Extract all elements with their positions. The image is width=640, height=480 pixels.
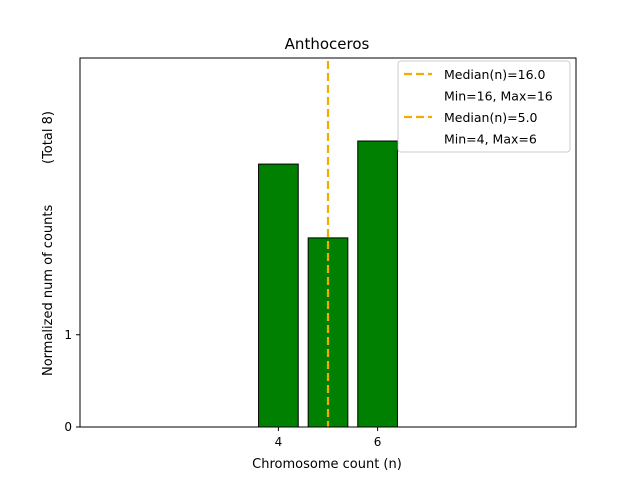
legend-label-0: Median(n)=16.0 [444,67,545,82]
legend-label-1: Min=16, Max=16 [444,89,553,104]
y-axis-total-note: (Total 8) [41,111,56,164]
y-axis-label: Normalized num of counts [41,205,56,376]
plot-frame [79,57,577,428]
x-tick-label-4: 4 [275,435,283,449]
legend-label-3: Min=4, Max=6 [444,132,537,147]
bar-4 [258,163,299,428]
x-tick-label-6: 6 [374,435,382,449]
y-axis-ticks: 01 [64,328,80,434]
legend: Median(n)=16.0 Min=16, Max=16 Median(n)=5.… [397,60,571,153]
chart-title: Anthoceros [285,35,370,53]
x-axis-label: Chromosome count (n) [252,457,402,472]
legend-label-2: Median(n)=5.0 [444,110,538,125]
y-tick-label-1: 1 [64,328,72,342]
y-tick-label-0: 0 [64,420,72,434]
bar-6 [357,140,398,428]
legend-box [397,60,571,153]
